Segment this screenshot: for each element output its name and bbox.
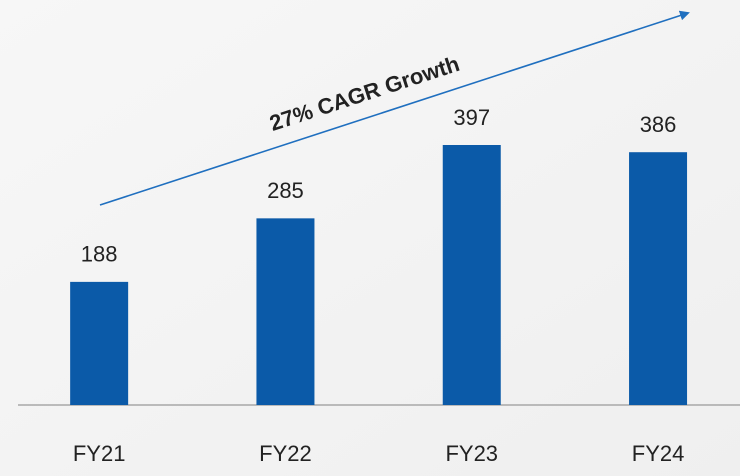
trend-arrow: [99, 10, 690, 206]
bar: [70, 281, 129, 405]
bar: [256, 218, 315, 405]
bar: [442, 145, 501, 405]
bar: [629, 152, 688, 405]
x-tick-label: FY22: [259, 441, 312, 466]
value-label: 386: [640, 112, 677, 137]
x-tick-label: FY23: [445, 441, 498, 466]
value-label: 397: [453, 105, 490, 130]
x-tick-label: FY24: [632, 441, 685, 466]
value-label: 188: [81, 242, 118, 267]
x-tick-label: FY21: [73, 441, 126, 466]
value-label: 285: [267, 178, 304, 203]
